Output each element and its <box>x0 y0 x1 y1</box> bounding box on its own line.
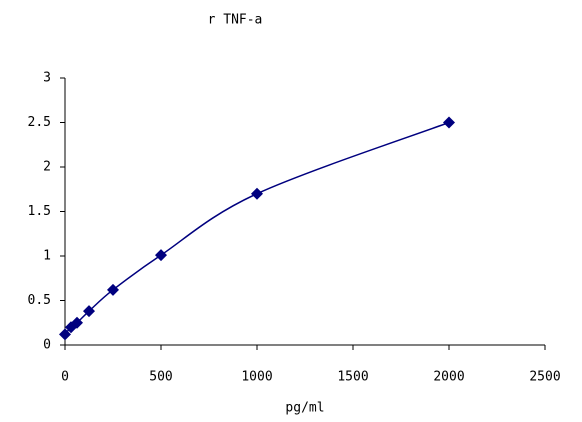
x-tick-label: 2500 <box>529 370 560 385</box>
y-tick-label: 1.5 <box>28 204 51 219</box>
y-tick-label: 0.5 <box>28 293 51 308</box>
y-tick-label: 1 <box>43 249 51 264</box>
x-tick-label: 2000 <box>433 370 464 385</box>
x-tick-label: 1000 <box>241 370 272 385</box>
point <box>59 328 71 341</box>
x-tick-label: 0 <box>61 370 69 385</box>
y-tick-label: 3 <box>43 71 51 86</box>
chart-title: r TNF-a <box>208 13 263 28</box>
y-tick-label: 2 <box>43 160 51 175</box>
x-axis-label: pg/ml <box>285 401 324 416</box>
curve <box>64 121 450 335</box>
y-tick-label: 0 <box>43 338 51 353</box>
x-tick-label: 500 <box>149 370 172 385</box>
y-tick-label: 2.5 <box>28 115 51 130</box>
point <box>83 305 95 318</box>
point <box>251 187 263 200</box>
point <box>71 316 83 329</box>
point <box>107 283 119 296</box>
point <box>155 249 167 262</box>
x-tick-label: 1500 <box>337 370 368 385</box>
point <box>443 116 455 129</box>
